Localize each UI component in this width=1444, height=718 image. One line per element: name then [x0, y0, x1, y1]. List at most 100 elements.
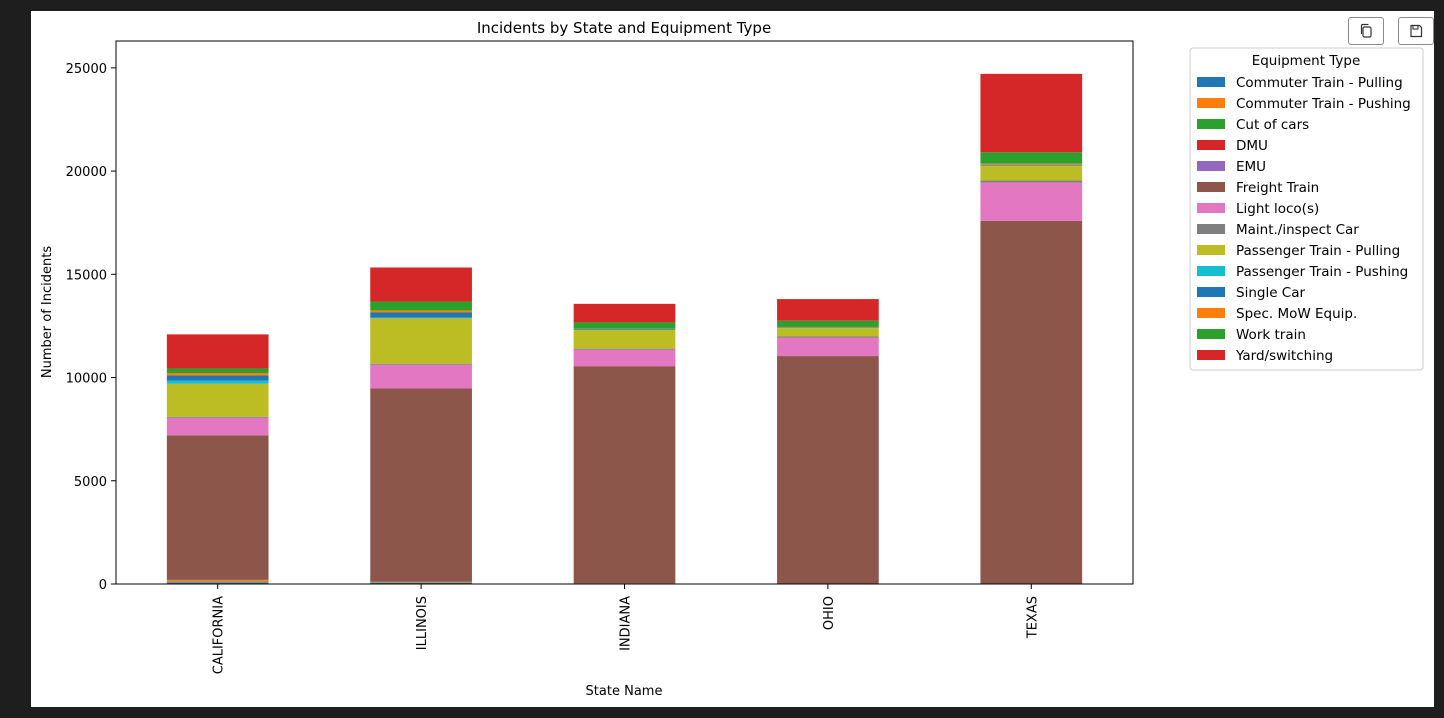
legend-label: Single Car: [1236, 285, 1305, 301]
x-tick-label: OHIO: [822, 596, 837, 630]
bar-segment: [370, 388, 472, 582]
bar-segment: [370, 312, 472, 318]
save-button[interactable]: [1398, 17, 1434, 45]
x-axis: CALIFORNIA ILLINOIS INDIANA OHIO TEXAS: [212, 584, 1040, 674]
legend-label: Freight Train: [1236, 180, 1319, 196]
bar-segment: [370, 267, 472, 302]
chart-title: Incidents by State and Equipment Type: [477, 19, 771, 37]
bar-segment: [777, 337, 879, 357]
bar-segment: [166, 368, 269, 373]
bar-segment: [573, 366, 676, 584]
legend-swatch: [1197, 119, 1225, 129]
bar-segment: [370, 364, 472, 389]
bar-segment: [980, 163, 1083, 166]
legend-label: DMU: [1236, 138, 1268, 154]
bar-segment: [777, 336, 879, 338]
bar-segment: [980, 180, 1083, 183]
bar-segment: [370, 301, 472, 311]
bar-segment: [777, 299, 879, 321]
x-tick-label: CALIFORNIA: [212, 596, 227, 674]
y-axis-label: Number of Incidents: [40, 246, 55, 378]
bar-segment: [370, 317, 472, 319]
bar-segment: [166, 417, 269, 436]
bar-segment: [166, 416, 269, 418]
bar-segment: [573, 303, 676, 323]
legend-label: Passenger Train - Pushing: [1236, 264, 1408, 280]
legend-title: Equipment Type: [1252, 53, 1361, 69]
x-tick-label: ILLINOIS: [415, 596, 430, 650]
bar-segment: [573, 322, 676, 329]
legend-swatch: [1197, 245, 1225, 255]
legend-label: EMU: [1236, 159, 1266, 175]
x-tick-label: INDIANA: [619, 596, 634, 651]
y-axis: 0 5000 10000 15000 20000 25000: [66, 62, 116, 593]
bar-segment: [166, 372, 269, 376]
bar-segment: [370, 310, 472, 313]
legend-frame: [1189, 47, 1424, 371]
legend-swatch: [1197, 77, 1225, 87]
legend-swatch: [1197, 98, 1225, 108]
legend-swatch: [1197, 140, 1225, 150]
legend-swatch: [1197, 161, 1225, 171]
bar-segment: [166, 383, 269, 417]
legend-swatch: [1197, 287, 1225, 297]
bar-segment: [573, 349, 676, 367]
bar-segment: [573, 329, 676, 330]
bar-segment: [777, 326, 879, 328]
legend-label: Cut of cars: [1236, 117, 1309, 133]
bar-segment: [777, 328, 879, 337]
bar-segment: [980, 152, 1083, 164]
y-tick-label: 25000: [66, 62, 107, 77]
bar-segment: [166, 375, 269, 381]
legend-label: Light loco(s): [1236, 201, 1319, 217]
legend-items: Commuter Train - Pulling Commuter Train -…: [1197, 75, 1411, 364]
legend: Equipment Type Commuter Train - PullingC…: [1189, 47, 1424, 371]
bar-segment: [166, 580, 269, 583]
bar-segment: [370, 582, 472, 584]
bar-segment: [166, 582, 269, 584]
copy-button[interactable]: [1348, 17, 1384, 45]
legend-swatch: [1197, 308, 1225, 318]
legend-swatch: [1197, 350, 1225, 360]
bar-segment: [777, 356, 879, 584]
bar-segment: [573, 348, 676, 350]
y-tick-label: 5000: [74, 475, 107, 490]
y-tick-label: 20000: [66, 165, 107, 180]
legend-label: Commuter Train - Pushing: [1236, 96, 1411, 112]
bar-segment: [573, 330, 676, 349]
bars: [166, 73, 1083, 584]
bar-segment: [980, 73, 1083, 153]
legend-label: Passenger Train - Pulling: [1236, 243, 1400, 259]
x-axis-label: State Name: [586, 684, 663, 699]
bar-segment: [370, 318, 472, 364]
bar-segment: [980, 165, 1083, 166]
y-tick-label: 0: [99, 578, 107, 593]
legend-swatch: [1197, 203, 1225, 213]
chart: Incidents by State and Equipment Type 0 5…: [40, 19, 1424, 699]
y-tick-label: 10000: [66, 372, 107, 387]
legend-swatch: [1197, 329, 1225, 339]
legend-swatch: [1197, 224, 1225, 234]
x-tick-label: TEXAS: [1025, 596, 1040, 639]
bar-segment: [370, 582, 472, 583]
bar-segment: [166, 334, 269, 369]
legend-label: Yard/switching: [1235, 348, 1333, 364]
y-tick-label: 15000: [66, 268, 107, 283]
plot-frame: [115, 40, 1134, 585]
bar-segment: [980, 220, 1083, 584]
legend-label: Spec. MoW Equip.: [1236, 306, 1357, 322]
legend-label: Maint./inspect Car: [1236, 222, 1359, 238]
bar-segment: [980, 166, 1083, 181]
legend-swatch: [1197, 266, 1225, 276]
legend-swatch: [1197, 182, 1225, 192]
bar-segment: [166, 380, 269, 384]
bar-segment: [166, 435, 269, 580]
bar-segment: [777, 320, 879, 327]
figure-panel: Incidents by State and Equipment Type 0 5…: [31, 11, 1434, 707]
legend-label: Work train: [1236, 327, 1306, 343]
bar-segment: [370, 363, 472, 365]
save-icon: [1409, 24, 1423, 38]
legend-label: Commuter Train - Pulling: [1236, 75, 1403, 91]
bar-segment: [980, 182, 1083, 221]
copy-icon: [1359, 23, 1373, 39]
